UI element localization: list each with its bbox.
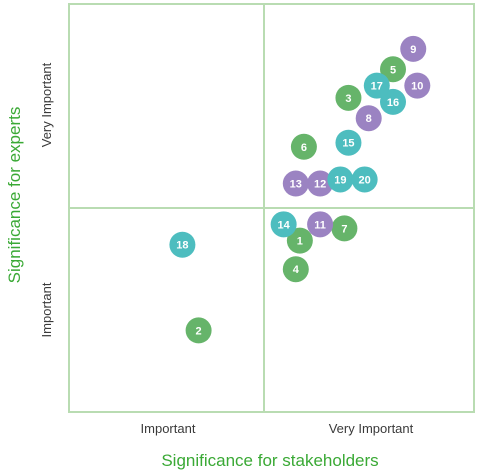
- bubble-label-2: 2: [196, 325, 202, 337]
- bubble-19: 19: [327, 166, 354, 193]
- x-axis-title: Significance for stakeholders: [161, 451, 378, 470]
- bubble-label-12: 12: [314, 179, 326, 191]
- bubble-2: 2: [185, 317, 212, 344]
- bubble-4: 4: [282, 256, 309, 283]
- bubble-label-4: 4: [293, 264, 300, 276]
- x-tick-label-important: Important: [141, 421, 196, 436]
- bubble-3: 3: [335, 84, 362, 111]
- bubble-marker-8: [355, 105, 382, 132]
- bubble-1: 1: [286, 227, 313, 254]
- bubble-label-3: 3: [345, 93, 351, 105]
- bubble-13: 13: [282, 170, 309, 197]
- bubble-label-14: 14: [278, 219, 291, 231]
- bubble-label-15: 15: [342, 138, 354, 150]
- bubble-label-19: 19: [334, 174, 346, 186]
- bubble-7: 7: [331, 215, 358, 242]
- bubble-label-9: 9: [410, 44, 416, 56]
- bubble-marker-4: [282, 256, 309, 283]
- bubble-10: 10: [404, 72, 431, 99]
- bubble-marker-7: [331, 215, 358, 242]
- bubble-marker-17: [363, 72, 390, 99]
- bubble-11: 11: [307, 211, 334, 238]
- bubble-label-17: 17: [371, 81, 383, 93]
- bubble-6: 6: [290, 133, 317, 160]
- bubble-marker-11: [307, 211, 334, 238]
- bubble-15: 15: [335, 129, 362, 156]
- bubble-marker-18: [169, 231, 196, 258]
- bubble-marker-6: [290, 133, 317, 160]
- bubble-16: 16: [380, 88, 406, 115]
- bubble-marker-19: [327, 166, 354, 193]
- bubble-marker-2: [185, 317, 212, 344]
- bubble-20: 20: [351, 166, 378, 193]
- y-axis-title: Significance for experts: [5, 107, 24, 284]
- bubble-label-5: 5: [390, 64, 396, 76]
- bubble-marker-12: [307, 170, 334, 197]
- bubble-17: 17: [363, 72, 390, 99]
- y-tick-label-important: Important: [39, 282, 54, 337]
- bubble-label-11: 11: [314, 219, 326, 231]
- bubble-label-7: 7: [341, 223, 347, 235]
- bubble-9: 9: [400, 35, 427, 62]
- bubble-label-16: 16: [387, 97, 399, 109]
- bubble-5: 5: [380, 56, 406, 83]
- bubble-marker-3: [335, 84, 362, 111]
- bubble-12: 12: [307, 170, 334, 197]
- bubble-marker-1: [286, 227, 313, 254]
- bubble-marker-20: [351, 166, 378, 193]
- bubble-marker-9: [400, 35, 427, 62]
- bubble-14: 14: [270, 211, 297, 238]
- x-tick-label-very-important: Very Important: [329, 421, 414, 436]
- bubble-marker-14: [270, 211, 297, 238]
- bubble-label-20: 20: [359, 174, 371, 186]
- bubble-8: 8: [355, 105, 382, 132]
- y-tick-label-very-important: Very Important: [39, 62, 54, 147]
- bubble-18: 18: [169, 231, 196, 258]
- bubble-label-8: 8: [366, 113, 372, 125]
- bubble-marker-10: [404, 72, 431, 99]
- bubble-label-1: 1: [297, 236, 303, 248]
- bubble-marker-16: [380, 88, 406, 115]
- bubble-label-18: 18: [176, 240, 188, 252]
- bubble-marker-13: [282, 170, 309, 197]
- plot-frame: [68, 3, 475, 413]
- bubble-label-6: 6: [301, 142, 307, 154]
- bubble-marker-15: [335, 129, 362, 156]
- bubble-marker-5: [380, 56, 406, 83]
- bubble-label-13: 13: [290, 179, 302, 191]
- bubble-label-10: 10: [411, 81, 423, 93]
